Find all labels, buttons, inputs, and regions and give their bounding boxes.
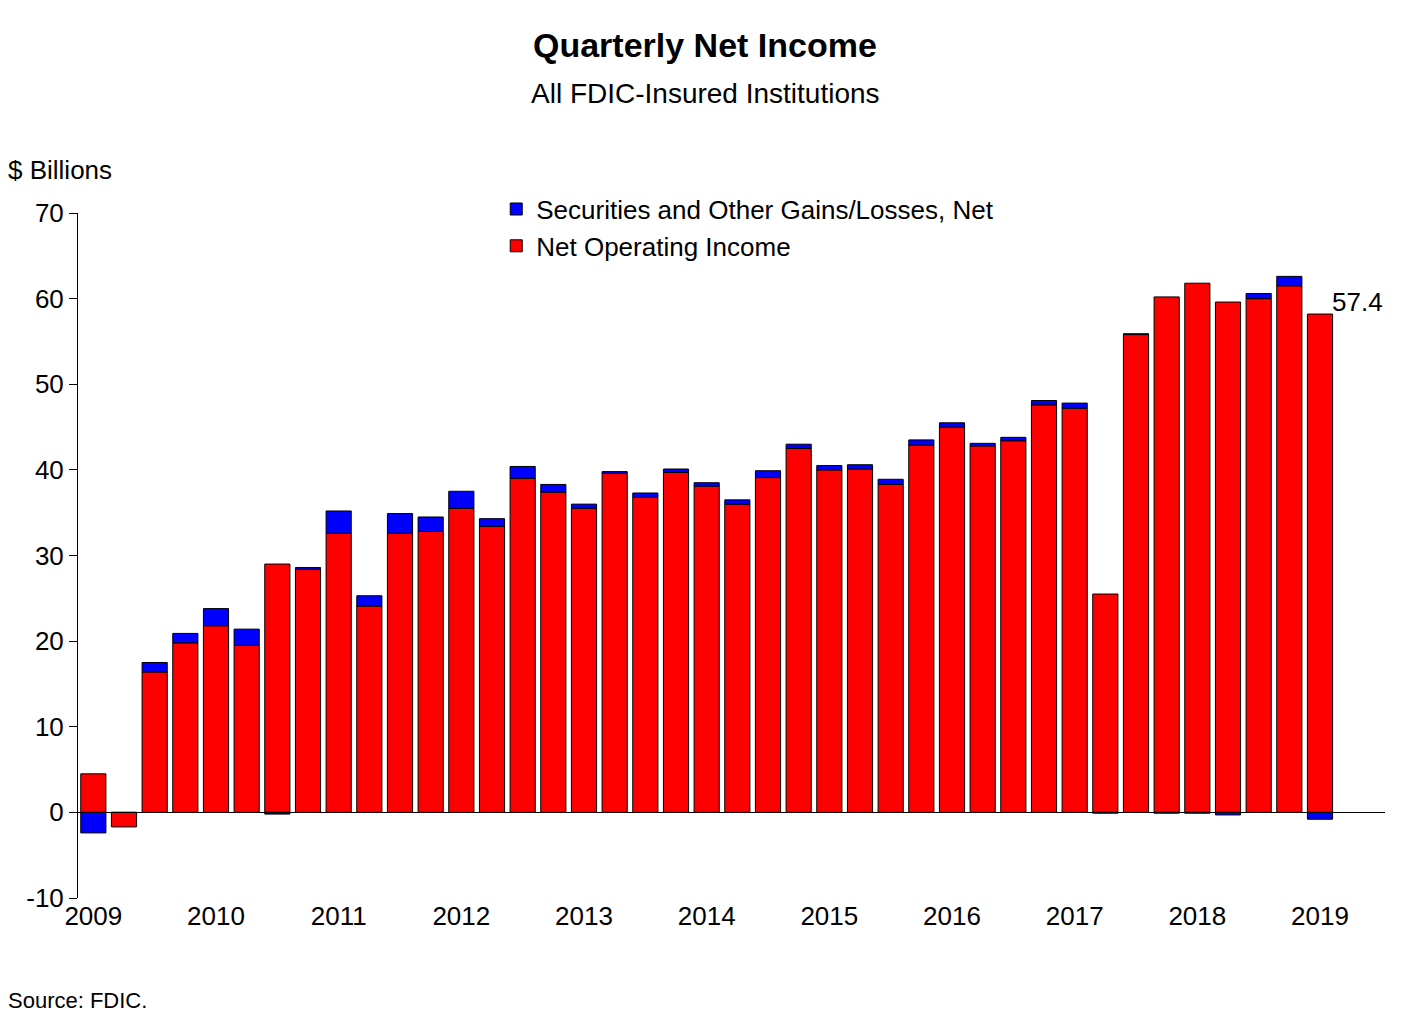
svg-text:2013: 2013 [555, 901, 613, 931]
svg-text:2018: 2018 [1168, 901, 1226, 931]
svg-text:$ Billions: $ Billions [8, 155, 112, 185]
svg-text:Source: FDIC.: Source: FDIC. [8, 988, 147, 1013]
svg-text:60: 60 [35, 284, 64, 314]
svg-text:2009: 2009 [64, 901, 122, 931]
svg-text:2014: 2014 [678, 901, 736, 931]
svg-text:2019: 2019 [1291, 901, 1349, 931]
svg-text:Net Operating Income: Net Operating Income [536, 232, 790, 262]
svg-text:57.4: 57.4 [1332, 287, 1383, 317]
svg-text:20: 20 [35, 626, 64, 656]
svg-text:All FDIC-Insured Institutions: All FDIC-Insured Institutions [531, 78, 880, 109]
svg-text:Securities and Other Gains/Los: Securities and Other Gains/Losses, Net [536, 195, 993, 225]
svg-text:30: 30 [35, 541, 64, 571]
svg-text:Quarterly Net Income: Quarterly Net Income [533, 26, 877, 64]
svg-text:-10: -10 [26, 883, 64, 913]
svg-text:40: 40 [35, 455, 64, 485]
svg-text:50: 50 [35, 369, 64, 399]
svg-text:2010: 2010 [187, 901, 245, 931]
svg-text:2011: 2011 [311, 901, 367, 931]
svg-text:0: 0 [49, 797, 63, 827]
svg-text:2012: 2012 [432, 901, 490, 931]
svg-text:70: 70 [35, 198, 64, 228]
svg-text:2015: 2015 [800, 901, 858, 931]
svg-text:2016: 2016 [923, 901, 981, 931]
svg-text:2017: 2017 [1046, 901, 1104, 931]
svg-text:10: 10 [35, 712, 64, 742]
